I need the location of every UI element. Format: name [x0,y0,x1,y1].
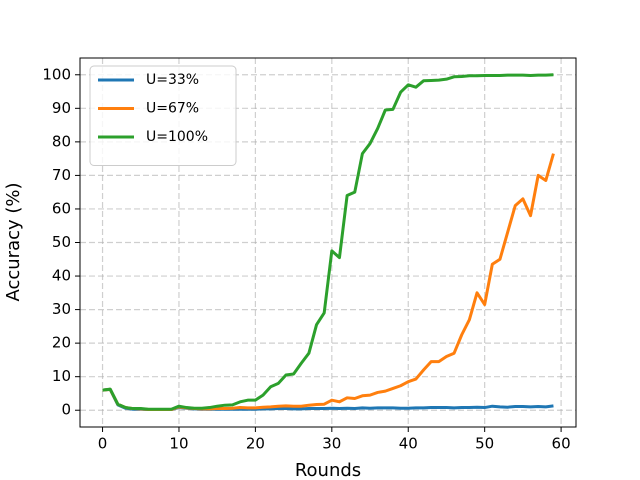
x-tick-label: 10 [169,435,188,453]
y-axis-label: Accuracy (%) [3,182,24,301]
x-tick-label: 50 [475,435,494,453]
y-tick-label: 70 [52,166,71,184]
axes-frame [79,57,577,428]
y-tick-label: 10 [52,367,71,385]
y-tick-label: 100 [42,65,71,83]
y-tick-label: 20 [52,334,71,352]
x-tick-label: 0 [98,435,108,453]
legend: U=33% U=67% U=100% [89,65,237,166]
y-tick-label: 40 [52,267,71,285]
x-tick-label: 40 [399,435,418,453]
y-tick-label: 50 [52,233,71,251]
y-tick-label: 90 [52,99,71,117]
legend-label: U=100% [146,129,208,145]
x-axis-label: Rounds [295,460,361,480]
data-line [102,387,554,412]
x-tick-label: 20 [246,435,265,453]
legend-label: U=67% [146,101,199,117]
x-tick-label: 60 [552,435,571,453]
y-tick-label: 60 [52,199,71,217]
legend-box [89,65,237,166]
x-tick-label: 30 [322,435,341,453]
y-tick-label: 80 [52,132,71,150]
legend-label: U=33% [146,72,199,88]
y-tick-label: 30 [52,300,71,318]
y-tick-label: 0 [61,401,71,419]
data-line [102,73,554,411]
